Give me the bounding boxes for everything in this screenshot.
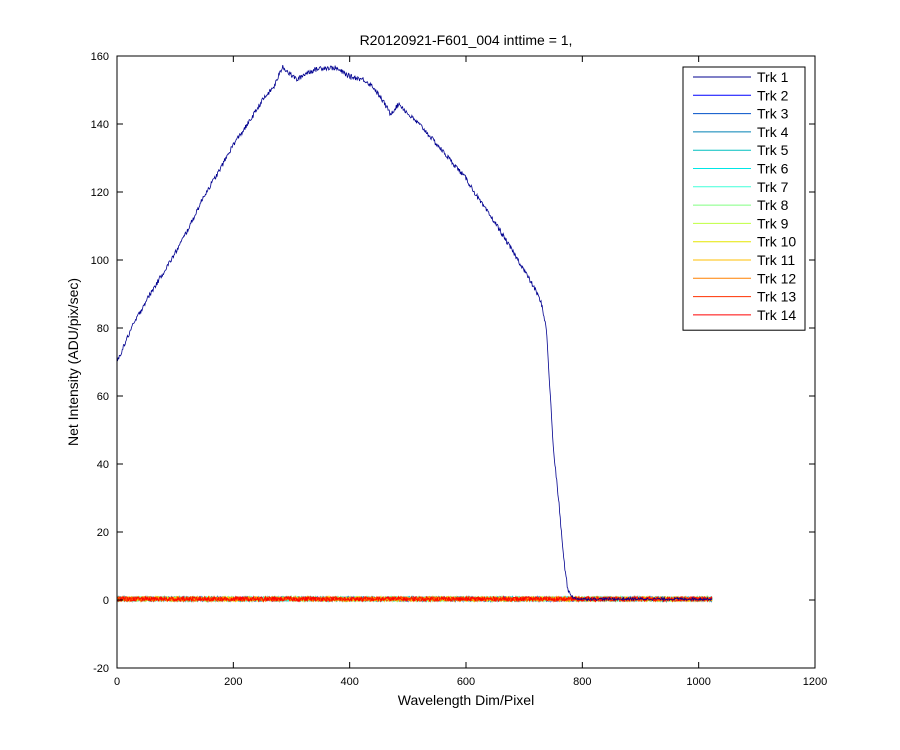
y-tick-label: 40 bbox=[97, 459, 109, 471]
y-axis-title: Net Intensity (ADU/pix/sec) bbox=[65, 278, 81, 446]
y-tick-label: -20 bbox=[93, 663, 109, 675]
legend-label-trk-10: Trk 10 bbox=[757, 234, 796, 250]
series-group bbox=[117, 64, 713, 603]
y-tick-label: 80 bbox=[97, 323, 109, 335]
legend-label-trk-5: Trk 5 bbox=[757, 142, 789, 158]
legend-label-trk-14: Trk 14 bbox=[757, 307, 796, 323]
y-tick-label: 100 bbox=[91, 255, 109, 267]
y-axis: -20 0 20 40 60 80 100 120 140 160 bbox=[91, 51, 815, 675]
legend-label-trk-8: Trk 8 bbox=[757, 197, 789, 213]
series-line-trk-14 bbox=[117, 595, 713, 603]
legend-label-trk-1: Trk 1 bbox=[757, 69, 789, 85]
legend-label-trk-7: Trk 7 bbox=[757, 179, 789, 195]
legend: Trk 1 Trk 2 Trk 3 Trk 4 Trk 5 Trk 6 Trk 7 Trk 8… bbox=[682, 66, 806, 331]
legend-label-trk-4: Trk 4 bbox=[757, 124, 789, 140]
x-tick-label: 400 bbox=[340, 676, 358, 688]
x-tick-label: 600 bbox=[457, 676, 475, 688]
x-tick-label: 1200 bbox=[803, 676, 827, 688]
x-axis-title: Wavelength Dim/Pixel bbox=[398, 692, 534, 708]
x-tick-label: 800 bbox=[573, 676, 591, 688]
y-tick-label: 20 bbox=[97, 527, 109, 539]
chart-title: R20120921-F601_004 inttime = 1, bbox=[360, 32, 573, 48]
legend-label-trk-13: Trk 13 bbox=[757, 289, 796, 305]
y-tick-label: 140 bbox=[91, 119, 109, 131]
x-axis: 0 200 400 600 800 1000 1200 bbox=[114, 56, 827, 688]
x-tick-label: 200 bbox=[224, 676, 242, 688]
legend-label-trk-3: Trk 3 bbox=[757, 106, 789, 122]
legend-label-trk-9: Trk 9 bbox=[757, 215, 789, 231]
legend-label-trk-11: Trk 11 bbox=[757, 252, 795, 268]
legend-box bbox=[682, 66, 806, 331]
legend-label-trk-6: Trk 6 bbox=[757, 161, 789, 177]
y-tick-label: 0 bbox=[103, 595, 109, 607]
y-tick-label: 160 bbox=[91, 51, 109, 63]
y-tick-label: 60 bbox=[97, 391, 109, 403]
y-tick-label: 120 bbox=[91, 187, 109, 199]
legend-label-trk-2: Trk 2 bbox=[757, 87, 789, 103]
series-line-trk-1 bbox=[117, 64, 713, 602]
x-tick-label: 0 bbox=[114, 676, 120, 688]
x-tick-label: 1000 bbox=[686, 676, 710, 688]
legend-label-trk-12: Trk 12 bbox=[757, 270, 796, 286]
